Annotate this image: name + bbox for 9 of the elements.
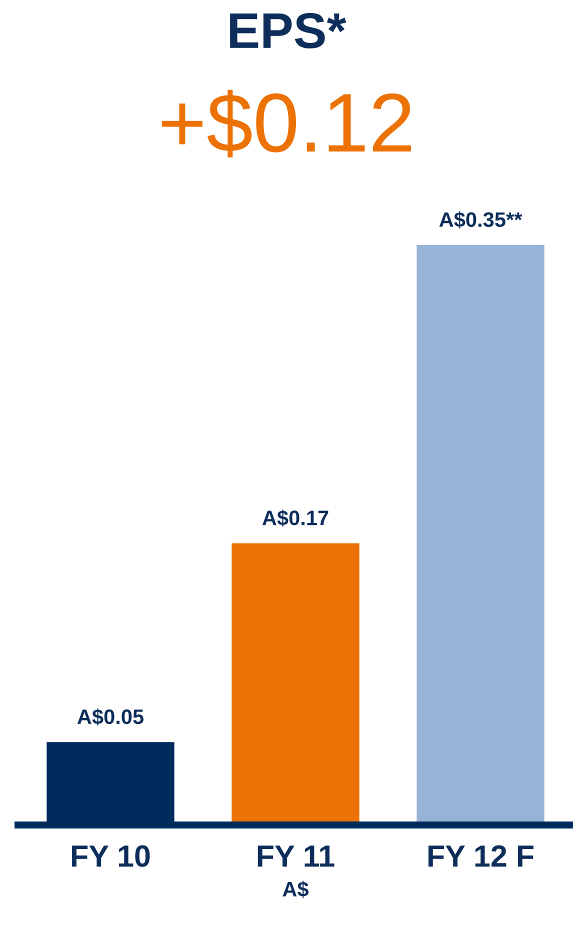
data-label: A$0.17 bbox=[262, 510, 328, 527]
data-label: A$0.35** bbox=[439, 211, 522, 228]
x-tick-label: FY 11 bbox=[258, 846, 334, 867]
data-label: A$0.05 bbox=[77, 708, 144, 726]
x-axis-title: A$ bbox=[282, 880, 309, 898]
chart-title: EPS* bbox=[230, 13, 346, 48]
x-tick-label: FY 10 bbox=[72, 845, 150, 867]
chart-subtitle: +$0.12 bbox=[162, 90, 411, 158]
x-tick-label: FY 12 F bbox=[428, 845, 534, 867]
